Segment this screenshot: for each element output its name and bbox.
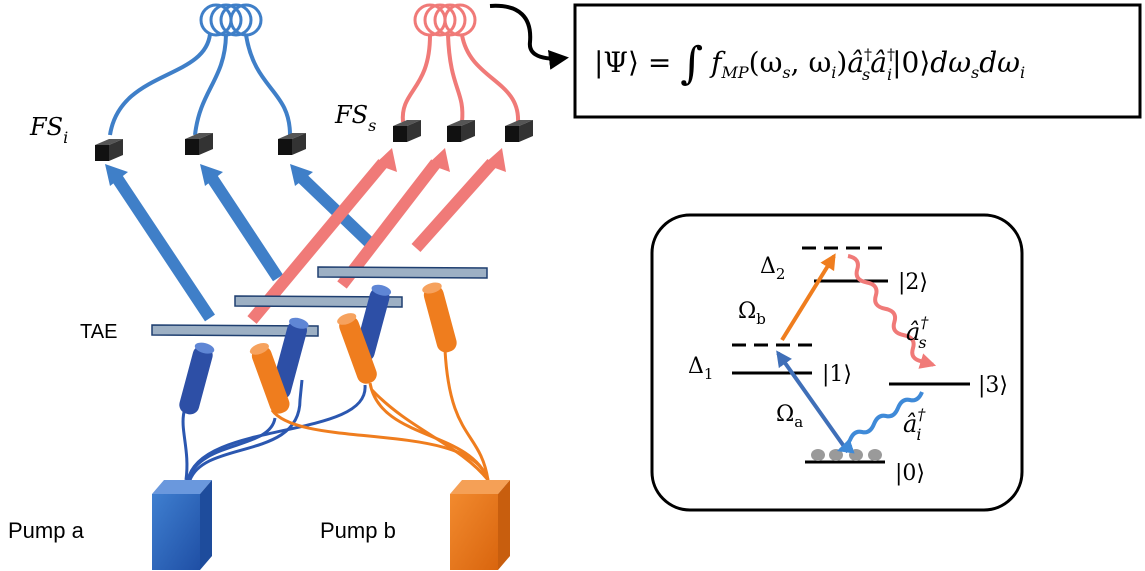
pump-a-box (152, 480, 212, 570)
detuning-1-label: Δ1 (688, 354, 713, 383)
detector-box-i1 (95, 139, 123, 161)
level-3-label: |3⟩ (978, 373, 1008, 398)
state-equation: |Ψ⟩ = ∫ fMP(ωs, ωi)â† sâ† i|0⟩dωsdωi (594, 38, 1025, 89)
blue-collimator-1 (179, 342, 215, 415)
detector-box-i3 (278, 133, 306, 155)
state-equation-box: |Ψ⟩ = ∫ fMP(ωs, ωi)â† sâ† i|0⟩dωsdωi (573, 3, 1142, 119)
ground-state-atoms (811, 449, 882, 461)
signal-fiber-label: FSs (334, 101, 376, 135)
idler-fiber-coil (199, 3, 263, 37)
detuning-2-label: Δ2 (760, 254, 785, 283)
tae-slabs (151, 266, 488, 337)
signal-fiber-coil (413, 3, 477, 37)
level-1-label: |1⟩ (822, 362, 852, 387)
pump-b-label: Pump b (320, 518, 396, 543)
orange-collimator-3 (422, 282, 457, 353)
energy-level-diagram: Δ2 Δ1 Ωb Ωa |2⟩ |1⟩ |3⟩ |0⟩ â† s â† i (650, 213, 1024, 512)
idler-emission-wave (836, 391, 924, 454)
signal-beams (247, 159, 497, 324)
omega-a-arrow (776, 350, 850, 454)
signal-emission-wave (847, 254, 937, 369)
idler-beam-heads (105, 164, 313, 186)
omega-a-label: Ωa (776, 402, 803, 431)
idler-fiber-label: FSi (29, 113, 68, 147)
signal-operator-label: â† s (906, 313, 929, 352)
detector-box-s1 (393, 120, 421, 142)
orange-collimator-2 (337, 313, 377, 384)
fiber-bus (225, 3, 569, 70)
signal-beam-heads (375, 148, 506, 172)
level-0-label: |0⟩ (895, 461, 925, 486)
tae-label: TAE (80, 321, 117, 343)
level-2-label: |2⟩ (898, 270, 928, 295)
detector-box-s3 (505, 120, 533, 142)
omega-b-arrow (780, 253, 836, 342)
omega-b-label: Ωb (738, 299, 766, 328)
idler-operator-label: â† i (903, 405, 926, 444)
pump-a-fibers (181, 379, 367, 481)
pump-b-fibers (270, 349, 490, 481)
signal-fibers (400, 34, 521, 123)
idler-fibers (108, 33, 292, 136)
pump-b-box (450, 480, 510, 570)
detector-box-i2 (185, 133, 213, 155)
pump-a-label: Pump a (8, 518, 85, 543)
orange-collimator-1 (249, 343, 290, 414)
detector-box-s2 (447, 120, 475, 142)
